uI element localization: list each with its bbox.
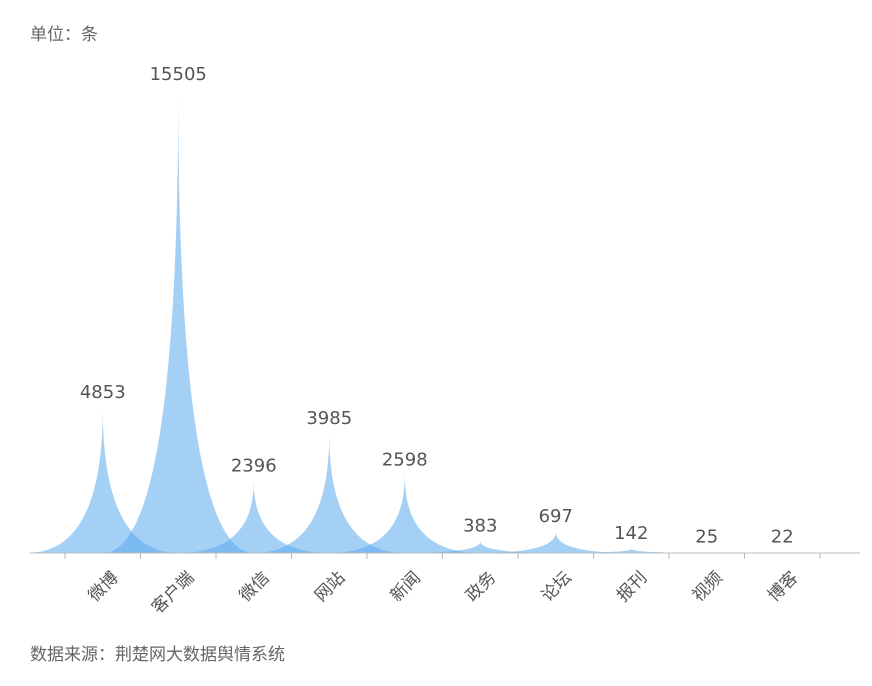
spike — [102, 89, 255, 554]
x-tick-label: 网站 — [311, 568, 349, 606]
value-label: 383 — [463, 516, 497, 537]
value-label: 2396 — [231, 455, 277, 476]
value-label: 25 — [695, 526, 718, 547]
value-label: 697 — [539, 506, 573, 527]
source-note: 数据来源：荆楚网大数据舆情系统 — [30, 645, 285, 665]
unit-label: 单位：条 — [30, 25, 98, 45]
spike — [177, 481, 330, 553]
spike — [404, 541, 557, 553]
value-label: 15505 — [150, 64, 207, 85]
value-label: 142 — [614, 523, 648, 544]
x-tick-label: 客户端 — [148, 568, 198, 618]
x-tick-label: 报刊 — [613, 568, 651, 606]
x-tick-label: 微信 — [236, 568, 274, 606]
value-label: 2598 — [382, 449, 428, 470]
spike — [253, 433, 406, 553]
x-tick-label: 新闻 — [387, 568, 425, 606]
spike — [479, 532, 632, 553]
x-tick-label: 政务 — [462, 568, 500, 606]
value-label: 22 — [771, 526, 794, 547]
x-tick-label: 博客 — [764, 568, 802, 606]
value-label: 3985 — [306, 408, 352, 429]
x-tick-label: 论坛 — [538, 568, 576, 606]
value-label: 4853 — [80, 382, 126, 403]
spike — [328, 475, 481, 553]
spike — [555, 548, 708, 553]
x-tick-label: 微博 — [85, 568, 123, 606]
spike — [26, 408, 179, 553]
x-tick-label: 视频 — [689, 568, 727, 606]
